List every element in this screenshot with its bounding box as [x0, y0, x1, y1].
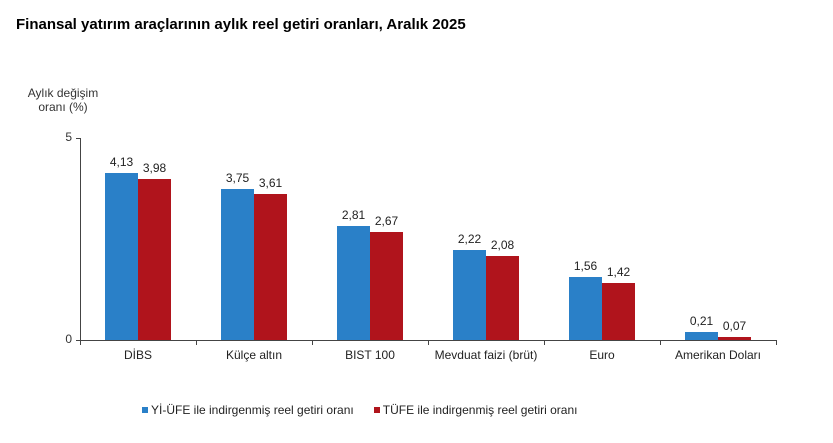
bar-tufe	[486, 255, 519, 340]
chart-title: Finansal yatırım araçlarının aylık reel …	[16, 16, 466, 33]
y-tick-mark-5	[76, 138, 80, 139]
x-tick-mark	[80, 340, 81, 345]
legend-item-yi-ufe: Yİ-ÜFE ile indirgenmiş reel getiri oranı	[142, 403, 354, 417]
bar-yi-ufe	[453, 250, 486, 340]
y-tick-mark-0	[76, 340, 80, 341]
bar-value-label: 2,22	[457, 232, 482, 247]
bar-tufe	[602, 282, 635, 340]
legend: Yİ-ÜFE ile indirgenmiş reel getiri oranı…	[142, 403, 578, 417]
legend-item-tufe: TÜFE ile indirgenmiş reel getiri oranı	[373, 403, 578, 417]
bar-value-label: 0,21	[689, 313, 714, 328]
bar-value-label: 2,67	[374, 214, 399, 229]
bar-tufe	[138, 179, 171, 340]
bar-value-label: 2,81	[341, 208, 366, 223]
bar-yi-ufe	[685, 331, 718, 340]
y-axis-line	[80, 138, 81, 340]
x-category-label: DİBS	[123, 348, 152, 362]
bar-value-label: 2,08	[490, 237, 515, 252]
x-tick-mark	[660, 340, 661, 345]
x-tick-mark	[312, 340, 313, 345]
y-tick-5: 5	[65, 130, 72, 144]
bar-value-label: 1,56	[573, 258, 598, 273]
bar-tufe	[718, 337, 751, 340]
y-axis-label-line2: oranı (%)	[38, 100, 88, 114]
bar-tufe	[370, 232, 403, 340]
x-category-label: Mevduat faizi (brüt)	[434, 348, 538, 362]
bar-yi-ufe	[105, 173, 138, 340]
bar-value-label: 3,98	[142, 161, 167, 176]
x-category-label: Euro	[589, 348, 615, 362]
bar-yi-ufe	[569, 276, 602, 340]
bar-yi-ufe	[221, 188, 254, 340]
y-axis-label-line1: Aylık değişim	[27, 86, 99, 100]
x-tick-mark	[776, 340, 777, 345]
y-axis-label: Aylık değişim oranı (%)	[24, 86, 102, 114]
x-category-label: Külçe altın	[225, 348, 283, 362]
x-category-label: Amerikan Doları	[674, 348, 762, 362]
legend-label-tufe: TÜFE ile indirgenmiş reel getiri oranı	[382, 403, 578, 417]
x-tick-mark	[544, 340, 545, 345]
bar-yi-ufe	[337, 226, 370, 340]
bar-tufe	[254, 194, 287, 340]
x-tick-mark	[196, 340, 197, 345]
bar-value-label: 1,42	[606, 264, 631, 279]
bar-value-label: 3,61	[258, 176, 283, 191]
y-tick-0: 0	[65, 332, 72, 346]
x-category-label: BIST 100	[345, 348, 395, 362]
legend-swatch-blue-icon	[142, 407, 148, 413]
bar-value-label: 0,07	[722, 319, 747, 334]
legend-label-yi-ufe: Yİ-ÜFE ile indirgenmiş reel getiri oranı	[151, 403, 354, 417]
legend-swatch-red-icon	[373, 407, 380, 413]
x-tick-mark	[428, 340, 429, 345]
bar-value-label: 4,13	[109, 155, 134, 170]
bar-value-label: 3,75	[225, 170, 250, 185]
